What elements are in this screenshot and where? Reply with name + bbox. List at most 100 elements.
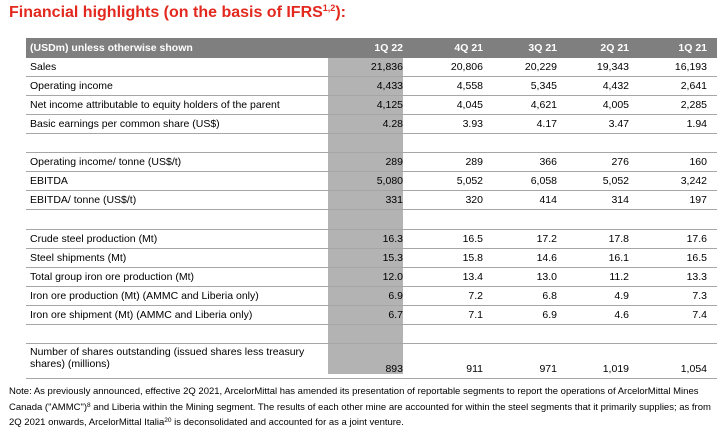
table-row: Net income attributable to equity holder… — [26, 96, 717, 115]
value-cell: 17.2 — [536, 233, 557, 245]
value-cell: 16,193 — [674, 61, 707, 73]
table-row: Iron ore shipment (Mt) (AMMC and Liberia… — [26, 306, 717, 325]
value-cell: 5,052 — [456, 175, 483, 187]
value-cell: 14.6 — [536, 252, 557, 264]
table-row: Basic earnings per common share (US$) 4.2… — [26, 115, 717, 134]
value-cell: 4,005 — [602, 99, 629, 111]
value-cell: 971 — [539, 363, 557, 375]
row-label: EBITDA — [30, 175, 68, 187]
value-cell: 20,229 — [524, 61, 557, 73]
group-divider — [26, 229, 717, 230]
value-cell: 4,045 — [456, 99, 483, 111]
value-cell: 11.2 — [609, 271, 629, 283]
value-cell: 366 — [539, 156, 557, 168]
row-label: Operating income — [30, 80, 113, 92]
row-label: Iron ore shipment (Mt) (AMMC and Liberia… — [30, 309, 253, 321]
value-cell: 4,558 — [456, 80, 483, 92]
row-label: Number of shares outstanding (issued sha… — [30, 346, 305, 370]
value-cell: 16.5 — [462, 233, 483, 245]
row-label: Total group iron ore production (Mt) — [30, 271, 194, 283]
value-cell: 911 — [466, 363, 483, 375]
value-cell: 4.6 — [614, 309, 629, 321]
value-cell: 3.93 — [462, 118, 483, 130]
row-label: EBITDA/ tonne (US$/t) — [30, 194, 137, 206]
value-cell: 13.4 — [462, 271, 483, 283]
value-cell: 21,836 — [370, 61, 403, 73]
value-cell: 13.0 — [536, 271, 557, 283]
table-header: (USDm) unless otherwise shown 1Q 22 4Q 2… — [26, 38, 717, 58]
value-cell: 13.3 — [686, 271, 707, 283]
value-cell: 4.9 — [614, 290, 629, 302]
value-cell: 4,433 — [376, 80, 403, 92]
value-cell: 6.8 — [542, 290, 557, 302]
table-row: EBITDA 5,080 5,052 6,058 5,052 3,242 — [26, 172, 717, 191]
value-cell: 160 — [689, 156, 707, 168]
value-cell: 4,621 — [530, 99, 557, 111]
value-cell: 3.47 — [608, 118, 629, 130]
table-row: Number of shares outstanding (issued sha… — [26, 344, 717, 379]
value-cell: 5,052 — [602, 175, 629, 187]
row-label: Operating income/ tonne (US$/t) — [30, 156, 182, 168]
column-header-1q22: 1Q 22 — [374, 42, 403, 54]
table-row: Crude steel production (Mt) 16.3 16.5 17.2 1… — [26, 230, 717, 249]
page-title: Financial highlights (on the basis of IF… — [9, 3, 346, 21]
value-cell: 20,806 — [450, 61, 483, 73]
table-row: Operating income/ tonne (US$/t) 289 289 366… — [26, 153, 717, 172]
column-header-3q21: 3Q 21 — [528, 42, 557, 54]
row-label: Sales — [30, 61, 57, 73]
value-cell: 320 — [465, 194, 483, 206]
value-cell: 314 — [611, 194, 629, 206]
value-cell: 16.3 — [382, 233, 403, 245]
column-header-2q21: 2Q 21 — [600, 42, 629, 54]
value-cell: 2,285 — [680, 99, 707, 111]
value-cell: 4.28 — [382, 118, 403, 130]
value-cell: 414 — [539, 194, 557, 206]
value-cell: 5,345 — [530, 80, 557, 92]
value-cell: 17.8 — [608, 233, 629, 245]
value-cell: 289 — [385, 156, 403, 168]
value-cell: 5,080 — [376, 175, 403, 187]
value-cell: 1,019 — [602, 363, 629, 375]
header-units-label: (USDm) unless otherwise shown — [30, 42, 193, 54]
value-cell: 276 — [611, 156, 629, 168]
value-cell: 6.9 — [542, 309, 557, 321]
value-cell: 3,242 — [680, 175, 707, 187]
value-cell: 4.17 — [536, 118, 557, 130]
value-cell: 16.5 — [686, 252, 707, 264]
value-cell: 19,343 — [596, 61, 629, 73]
table-row: Operating income 4,433 4,558 5,345 4,432 2,64… — [26, 77, 717, 96]
value-cell: 6.9 — [388, 290, 403, 302]
table-row: Total group iron ore production (Mt) 12.0… — [26, 268, 717, 287]
value-cell: 17.6 — [686, 233, 707, 245]
value-cell: 6.7 — [388, 309, 403, 321]
value-cell: 331 — [385, 194, 403, 206]
group-divider — [26, 152, 717, 153]
value-cell: 7.2 — [468, 290, 483, 302]
row-label: Iron ore production (Mt) (AMMC and Liber… — [30, 290, 259, 302]
title-footnote-ref: 1,2 — [322, 3, 336, 13]
row-label: Steel shipments (Mt) — [30, 252, 127, 264]
column-header-4q21: 4Q 21 — [454, 42, 483, 54]
value-cell: 7.1 — [468, 309, 483, 321]
footnote: Note: As previously announced, effective… — [9, 386, 711, 428]
value-cell: 7.4 — [692, 309, 707, 321]
row-label: Crude steel production (Mt) — [30, 233, 158, 245]
value-cell: 15.8 — [462, 252, 483, 264]
column-header-1q21: 1Q 21 — [678, 42, 707, 54]
value-cell: 6,058 — [530, 175, 557, 187]
table-row: Steel shipments (Mt) 15.3 15.8 14.6 16.1 16.5 — [26, 249, 717, 268]
current-quarter-highlight — [328, 38, 403, 374]
value-cell: 16.1 — [608, 252, 629, 264]
value-cell: 1,054 — [680, 363, 707, 375]
value-cell: 1.94 — [686, 118, 707, 130]
group-divider — [26, 343, 717, 344]
value-cell: 4,125 — [376, 99, 403, 111]
value-cell: 7.3 — [692, 290, 707, 302]
value-cell: 893 — [385, 363, 403, 375]
value-cell: 12.0 — [382, 271, 403, 283]
table-row: Sales 21,836 20,806 20,229 19,343 16,193 — [26, 58, 717, 77]
table-row: Iron ore production (Mt) (AMMC and Liber… — [26, 287, 717, 306]
row-label: Net income attributable to equity holder… — [30, 99, 280, 111]
value-cell: 289 — [465, 156, 483, 168]
value-cell: 15.3 — [382, 252, 403, 264]
